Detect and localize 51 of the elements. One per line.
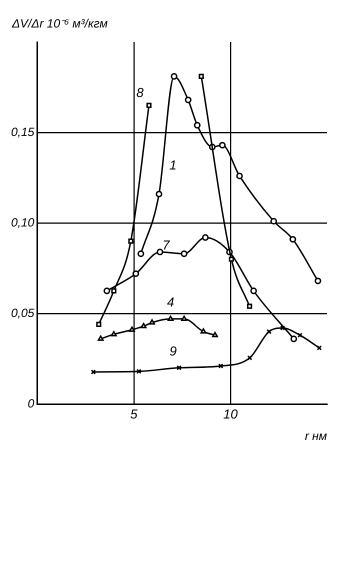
x-tick-label: 10 bbox=[223, 406, 238, 422]
point bbox=[289, 236, 296, 243]
point bbox=[250, 288, 257, 294]
series-label: 1 bbox=[169, 158, 177, 173]
point bbox=[104, 288, 110, 294]
y-axis-title: ΔV/Δr 10⁻⁶ м³/кгм bbox=[11, 16, 108, 30]
point bbox=[170, 73, 178, 80]
y-tick-label: 0 bbox=[28, 396, 35, 410]
series-label: 7 bbox=[162, 238, 170, 253]
point bbox=[280, 325, 286, 331]
point bbox=[236, 172, 243, 180]
point bbox=[111, 288, 116, 294]
point bbox=[184, 96, 192, 104]
point bbox=[146, 102, 152, 108]
point bbox=[266, 329, 272, 334]
x-tick-label: 5 bbox=[130, 406, 138, 422]
point bbox=[218, 363, 224, 369]
point bbox=[140, 322, 147, 328]
series-label: 4 bbox=[166, 294, 174, 310]
y-tick-label: 0,15 bbox=[10, 124, 35, 139]
y-tick-label: 0,10 bbox=[10, 215, 35, 230]
y-tick-label: 0,05 bbox=[10, 306, 35, 320]
point bbox=[290, 335, 298, 342]
point bbox=[110, 330, 117, 336]
series-label: 9 bbox=[169, 343, 177, 358]
point bbox=[96, 322, 102, 327]
point bbox=[180, 250, 188, 258]
point bbox=[98, 335, 104, 341]
point bbox=[128, 326, 135, 332]
point bbox=[314, 278, 322, 284]
point bbox=[212, 332, 218, 338]
point bbox=[156, 248, 164, 256]
point bbox=[132, 270, 140, 278]
point bbox=[128, 238, 134, 244]
point bbox=[270, 218, 278, 225]
series-label: 8 bbox=[136, 84, 144, 100]
point bbox=[176, 365, 182, 370]
point bbox=[228, 256, 234, 262]
point bbox=[200, 328, 206, 334]
point bbox=[202, 234, 209, 241]
x-axis-title: r нм bbox=[304, 429, 327, 444]
point bbox=[218, 142, 226, 149]
point bbox=[297, 332, 303, 338]
point bbox=[149, 319, 156, 325]
point bbox=[198, 74, 204, 79]
point bbox=[194, 122, 201, 129]
point bbox=[138, 250, 144, 258]
point bbox=[156, 190, 162, 198]
point bbox=[247, 355, 252, 360]
point bbox=[136, 368, 142, 374]
point bbox=[246, 304, 252, 309]
